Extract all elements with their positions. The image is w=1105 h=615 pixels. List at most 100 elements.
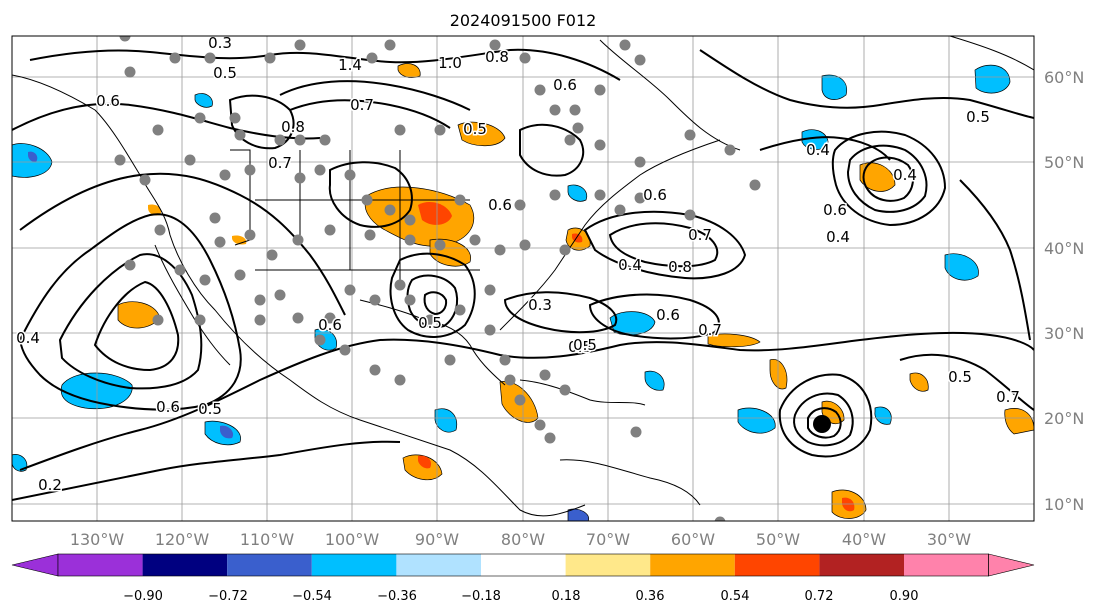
- negative-shade-region: [12, 454, 28, 472]
- contour-line: [12, 102, 321, 140]
- station-dot: [294, 134, 306, 146]
- contour-label: 0.6: [96, 92, 120, 110]
- station-dot: [394, 124, 406, 136]
- lon-label-60w: 60°W: [671, 530, 715, 549]
- lon-label-110w: 110°W: [240, 530, 295, 549]
- graticule: [12, 36, 1034, 521]
- lat-label-50n: 50°N: [1044, 153, 1084, 172]
- station-dot: [434, 124, 446, 136]
- colorbar-extension-min: [11, 553, 59, 577]
- contour-label: 0.8: [281, 118, 305, 136]
- colorbar-segment: [58, 554, 143, 576]
- contour-label: 0.5: [948, 368, 972, 386]
- lon-label-50w: 50°W: [756, 530, 800, 549]
- station-dot: [424, 314, 436, 326]
- station-dot: [724, 144, 736, 156]
- negative-shade-region: [644, 370, 665, 391]
- contour-line: [831, 130, 947, 227]
- contour-label: 0.4: [16, 329, 40, 347]
- station-dot: [534, 419, 546, 431]
- contour-label: 1.0: [438, 54, 462, 72]
- contour-label: 0.4: [618, 256, 642, 274]
- station-dot: [244, 229, 256, 241]
- map-area: 0.3 0.5 0.6 1.4 1.0 0.8 0.6 0.7 0.8 0.5 0.7 0.6 0.6 0…: [12, 34, 1034, 521]
- station-dot: [504, 374, 516, 386]
- colorbar-segment: [565, 554, 651, 576]
- negative-shade-region: [737, 407, 776, 434]
- station-dot: [499, 354, 511, 366]
- station-dot: [619, 39, 631, 51]
- contour-label: 0.3: [208, 34, 232, 52]
- contour-label: 0.5: [463, 120, 487, 138]
- station-dot: [514, 394, 526, 406]
- coastline-path: [499, 139, 721, 331]
- contour-label: 0.6: [656, 306, 680, 324]
- lat-label-30n: 30°N: [1044, 324, 1084, 343]
- station-dot: [559, 384, 571, 396]
- contour-label: 0.7: [688, 226, 712, 244]
- colorbar-segment: [904, 554, 989, 576]
- station-dot: [314, 334, 326, 346]
- station-dot: [361, 194, 373, 206]
- lat-label-60n: 60°N: [1044, 68, 1084, 87]
- station-dot: [292, 312, 304, 324]
- station-dot: [204, 52, 216, 64]
- station-dot: [484, 284, 496, 296]
- contour-label: 0.5: [573, 336, 597, 354]
- contour-line: [228, 94, 295, 150]
- longitude-labels: 130°W 120°W 110°W 100°W 90°W 80°W 70°W 6…: [70, 530, 971, 549]
- colorbar-segment: [142, 554, 228, 576]
- contour-line: [18, 213, 242, 411]
- station-dot: [534, 84, 546, 96]
- colorbar-tick: −0.72: [208, 589, 248, 604]
- contour-line: [328, 161, 413, 228]
- station-dot: [244, 164, 256, 176]
- station-dot: [314, 164, 326, 176]
- station-dot: [119, 36, 131, 42]
- station-dot: [684, 209, 696, 221]
- contour-line: [12, 440, 401, 501]
- contour-line: [279, 80, 471, 111]
- station-dot: [124, 259, 136, 271]
- colorbar-tick: 0.72: [805, 589, 834, 604]
- south-america-coast: [559, 459, 701, 506]
- contour-label: 0.7: [350, 96, 374, 114]
- station-dot: [544, 432, 556, 444]
- contour-line: [19, 331, 1034, 471]
- lon-label-100w: 100°W: [325, 530, 380, 549]
- station-dot: [549, 104, 561, 116]
- contour-line: [583, 210, 747, 280]
- colorbar-segment: [481, 554, 566, 576]
- station-dot: [519, 52, 531, 64]
- colorbar-tick: −0.18: [461, 589, 501, 604]
- contour-label: 0.6: [823, 201, 847, 219]
- contour-label: 0.7: [698, 321, 722, 339]
- negative-shade-region: [567, 184, 588, 202]
- positive-shade-region: [402, 454, 443, 481]
- station-dot: [139, 174, 151, 186]
- station-dot: [404, 294, 416, 306]
- contour-label: 0.5: [568, 338, 592, 356]
- station-dot: [214, 236, 226, 248]
- colorbar-extension-max: [988, 553, 1035, 577]
- coastline-path: [359, 299, 506, 386]
- station-dot: [404, 234, 416, 246]
- colorbar: [11, 553, 1035, 577]
- station-dot: [634, 156, 646, 168]
- station-dot: [369, 364, 381, 376]
- contour-line: [93, 280, 180, 372]
- contour-label: 0.7: [996, 388, 1020, 406]
- colorbar-segment: [734, 554, 820, 576]
- station-dot: [344, 284, 356, 296]
- coastline-path: [12, 74, 586, 517]
- negative-shade-region: [801, 129, 829, 150]
- station-dot: [489, 39, 501, 51]
- storm-center-marker: [813, 415, 831, 433]
- positive-shade-region: [707, 333, 761, 348]
- colorbar-segment: [650, 554, 735, 576]
- station-dot: [229, 112, 241, 124]
- station-dot: [294, 39, 306, 51]
- station-dot: [174, 264, 186, 276]
- station-dot: [634, 54, 646, 66]
- colorbar-tick: 0.18: [552, 589, 581, 604]
